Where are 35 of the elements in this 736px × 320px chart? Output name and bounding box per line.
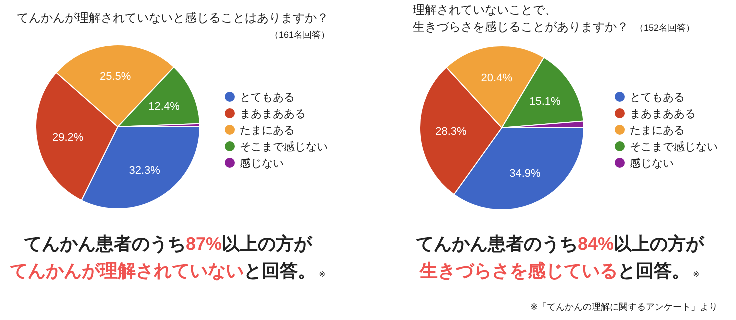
text: 87% <box>186 234 222 254</box>
text: てんかん患者のうち <box>24 234 186 254</box>
text: と回答。 <box>244 261 316 281</box>
chart-title: 理解されていないことで、生きづらさを感じることがありますか？ <box>413 3 629 34</box>
text: と回答。 <box>618 261 690 281</box>
legend-label: とてもある <box>240 92 295 104</box>
data-label: 25.5% <box>100 71 132 84</box>
legend-label: とてもある <box>630 92 685 104</box>
data-label: 32.3% <box>129 165 161 178</box>
legend-label: 感じない <box>240 157 284 170</box>
legend-label: たまにある <box>240 125 295 137</box>
data-label: 34.9% <box>510 168 542 180</box>
data-label: 20.4% <box>481 72 513 84</box>
text: てんかんが理解されていない <box>10 261 244 281</box>
text: 以上の方が <box>614 234 706 254</box>
legend-label: そこまで感じない <box>240 140 328 154</box>
data-label: 15.1% <box>530 96 561 108</box>
text: 以上の方が <box>222 234 314 254</box>
data-label: 12.4% <box>148 100 180 113</box>
legend-label: まあまあある <box>630 108 696 120</box>
chart-title: てんかんが理解されていないと感じることはありますか？ <box>17 11 329 25</box>
data-label: 29.2% <box>52 132 84 144</box>
text: ※ <box>693 270 700 279</box>
legend-label: 感じない <box>630 157 674 170</box>
text: てんかん患者のうち <box>416 234 578 254</box>
legend-label: まあまあある <box>240 108 306 120</box>
text: ※「てんかんの理解に関するアンケート」より <box>530 302 718 312</box>
legend-label: たまにある <box>630 125 685 137</box>
text: 生きづらさを感じている <box>419 261 618 281</box>
text: 84% <box>578 234 614 254</box>
chart-subtitle: （161名回答） <box>270 30 330 40</box>
chart-subtitle: （152名回答） <box>635 23 696 33</box>
data-label: 28.3% <box>436 126 468 138</box>
legend-label: そこまで感じない <box>630 140 718 154</box>
text: ※ <box>319 270 326 279</box>
